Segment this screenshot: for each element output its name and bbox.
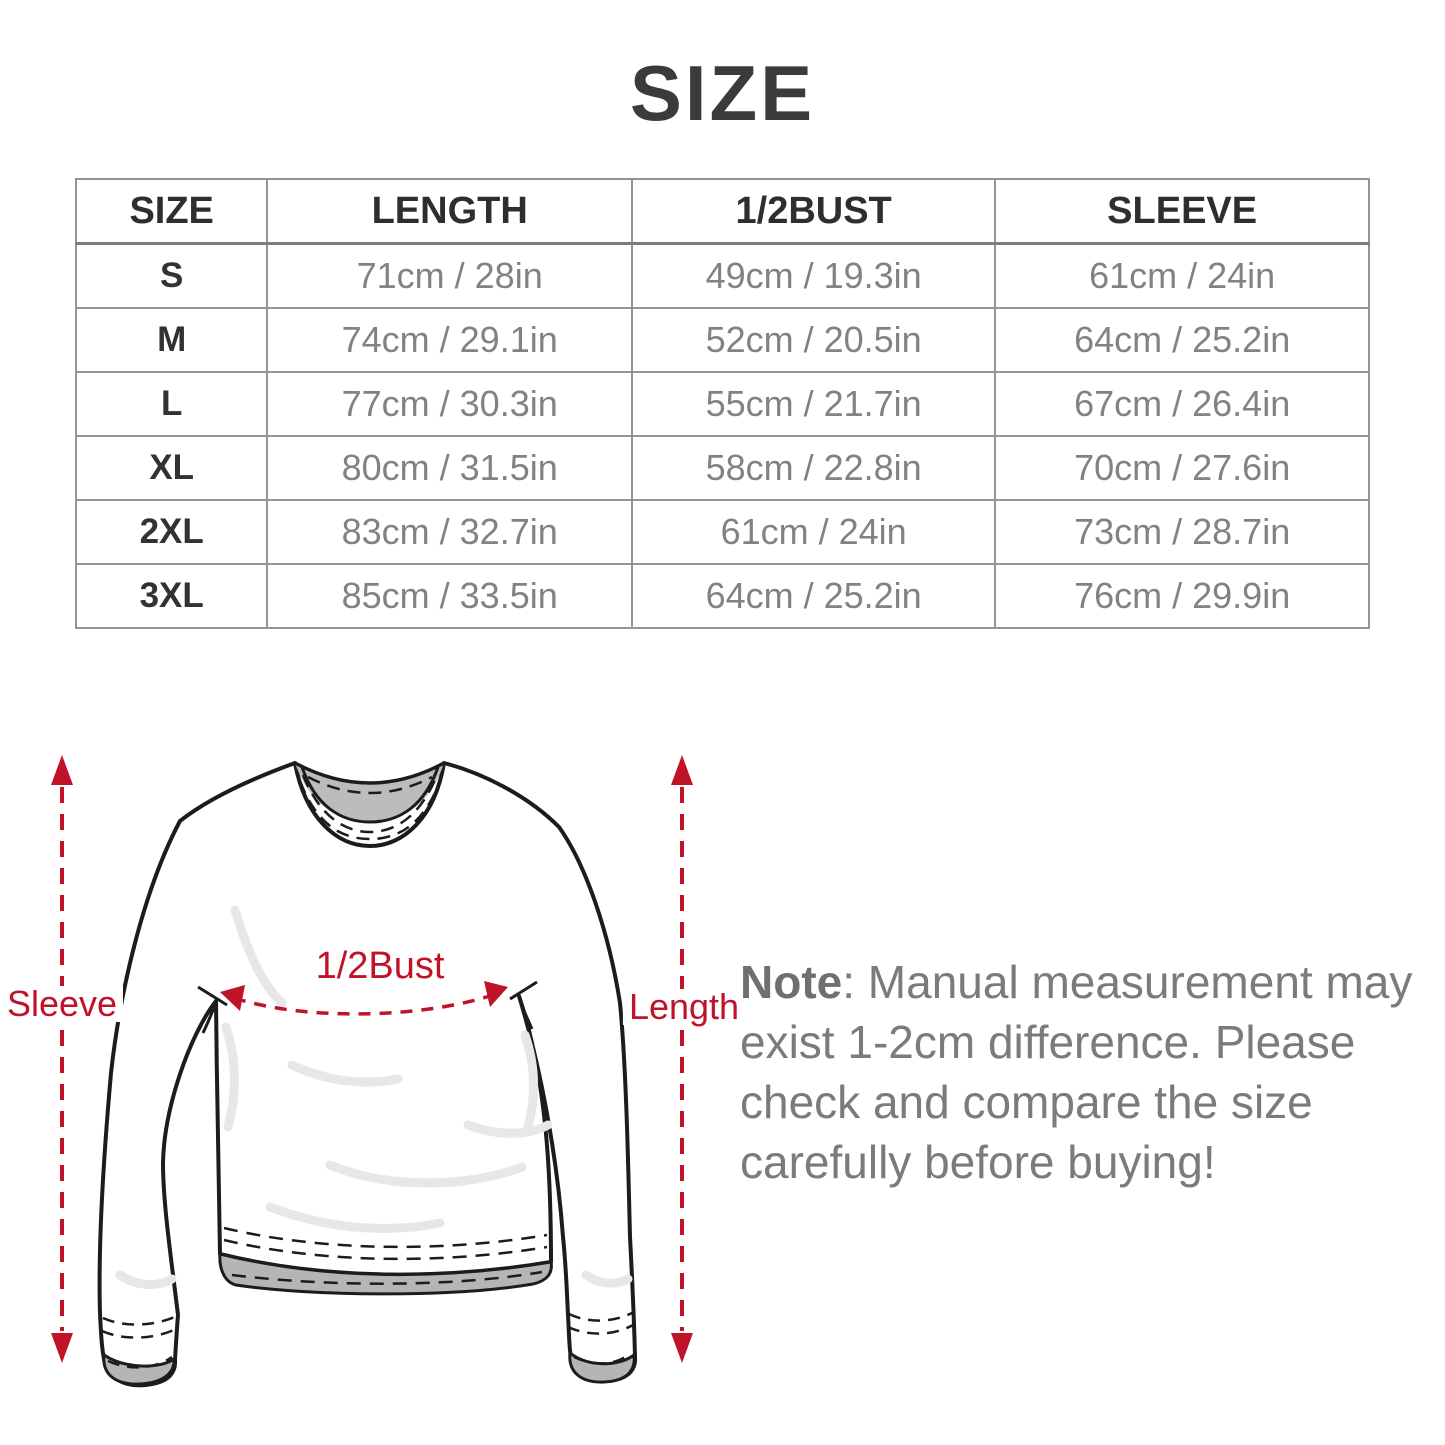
cell-size: L bbox=[74, 371, 269, 437]
bust-label: 1/2Bust bbox=[315, 945, 445, 987]
cell-bust: 58cm / 22.8in bbox=[630, 435, 997, 501]
header-sleeve: SLEEVE bbox=[994, 178, 1370, 245]
bust-arrow bbox=[220, 981, 508, 1016]
header-length: LENGTH bbox=[266, 178, 633, 245]
header-bust: 1/2BUST bbox=[630, 178, 997, 245]
cell-length: 83cm / 32.7in bbox=[266, 499, 633, 565]
header-size: SIZE bbox=[74, 178, 269, 245]
cell-size: XL bbox=[74, 435, 269, 501]
armpit-marks bbox=[197, 980, 538, 1034]
cell-length: 85cm / 33.5in bbox=[266, 563, 633, 629]
left-cuff bbox=[101, 1314, 178, 1386]
table-row: 2XL 83cm / 32.7in 61cm / 24in 73cm / 28.… bbox=[74, 499, 1370, 565]
cell-size: 3XL bbox=[74, 563, 269, 629]
cell-bust: 61cm / 24in bbox=[630, 499, 997, 565]
note-text: Note: Manual measurement may exist 1-2cm… bbox=[740, 952, 1430, 1192]
cell-size: S bbox=[74, 242, 269, 309]
cell-size: M bbox=[74, 307, 269, 373]
table-row: M 74cm / 29.1in 52cm / 20.5in 64cm / 25.… bbox=[74, 307, 1370, 373]
cell-sleeve: 70cm / 27.6in bbox=[994, 435, 1370, 501]
page-title: SIZE bbox=[629, 49, 816, 137]
cell-bust: 49cm / 19.3in bbox=[630, 242, 997, 309]
right-cuff bbox=[567, 1310, 636, 1384]
table-row: XL 80cm / 31.5in 58cm / 22.8in 70cm / 27… bbox=[74, 435, 1370, 501]
cell-sleeve: 67cm / 26.4in bbox=[994, 371, 1370, 437]
cell-length: 71cm / 28in bbox=[266, 242, 633, 309]
cell-sleeve: 61cm / 24in bbox=[994, 242, 1370, 309]
table-row: 3XL 85cm / 33.5in 64cm / 25.2in 76cm / 2… bbox=[74, 563, 1370, 629]
shirt-outline bbox=[97, 761, 638, 1388]
cell-length: 77cm / 30.3in bbox=[266, 371, 633, 437]
cell-size: 2XL bbox=[74, 499, 269, 565]
wrinkle-shading bbox=[115, 905, 633, 1289]
hem bbox=[218, 1226, 553, 1296]
note-body: : Manual measurement may exist 1-2cm dif… bbox=[740, 956, 1413, 1188]
cell-length: 80cm / 31.5in bbox=[266, 435, 633, 501]
sleeve-arrow bbox=[51, 755, 73, 1363]
sleeve-label: Sleeve bbox=[0, 986, 124, 1022]
table-row: S 71cm / 28in 49cm / 19.3in 61cm / 24in bbox=[74, 242, 1370, 309]
cell-length: 74cm / 29.1in bbox=[266, 307, 633, 373]
table-row: L 77cm / 30.3in 55cm / 21.7in 67cm / 26.… bbox=[74, 371, 1370, 437]
cell-bust: 52cm / 20.5in bbox=[630, 307, 997, 373]
cell-bust: 55cm / 21.7in bbox=[630, 371, 997, 437]
length-label: Length bbox=[622, 989, 746, 1025]
table-header-row: SIZE LENGTH 1/2BUST SLEEVE bbox=[74, 178, 1370, 245]
cell-sleeve: 64cm / 25.2in bbox=[994, 307, 1370, 373]
shirt-illustration bbox=[51, 755, 693, 1388]
cell-sleeve: 76cm / 29.9in bbox=[994, 563, 1370, 629]
length-arrow bbox=[671, 755, 693, 1363]
collar bbox=[294, 761, 445, 841]
cell-sleeve: 73cm / 28.7in bbox=[994, 499, 1370, 565]
size-table: SIZE LENGTH 1/2BUST SLEEVE S 71cm / 28in… bbox=[74, 178, 1370, 629]
note-label: Note bbox=[740, 956, 843, 1008]
cell-bust: 64cm / 25.2in bbox=[630, 563, 997, 629]
